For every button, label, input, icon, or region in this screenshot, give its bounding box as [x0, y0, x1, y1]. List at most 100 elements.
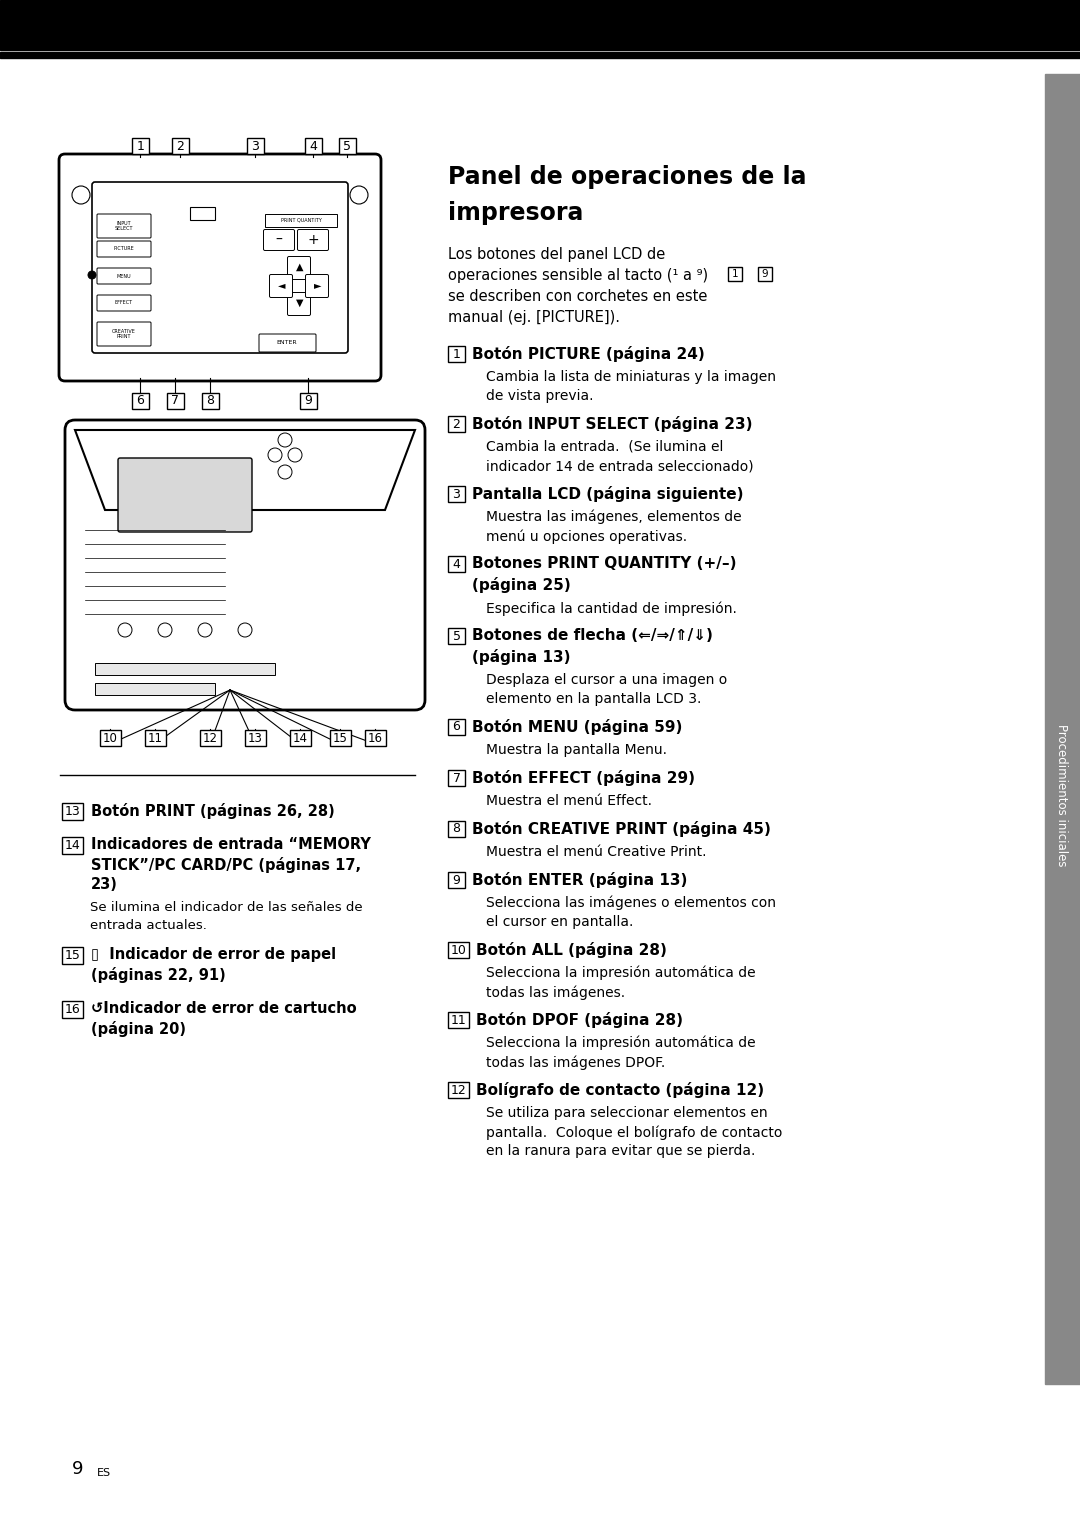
- Text: 2: 2: [453, 417, 460, 431]
- Text: 6: 6: [136, 394, 145, 408]
- Bar: [448, 821, 465, 836]
- Text: todas las imágenes DPOF.: todas las imágenes DPOF.: [486, 1055, 665, 1069]
- Bar: [247, 138, 264, 154]
- Text: +: +: [307, 232, 319, 248]
- Circle shape: [238, 622, 252, 638]
- Bar: [202, 393, 219, 408]
- Text: pantalla.  Coloque el bolígrafo de contacto: pantalla. Coloque el bolígrafo de contac…: [486, 1125, 782, 1139]
- Bar: [172, 138, 189, 154]
- Text: Botones de flecha (⇐/⇒/⇑/⇓): Botones de flecha (⇐/⇒/⇑/⇓): [472, 628, 713, 644]
- Bar: [100, 729, 121, 746]
- Bar: [291, 729, 311, 746]
- Text: 9: 9: [305, 394, 312, 408]
- Text: 6: 6: [453, 720, 460, 734]
- Text: INPUT
SELECT: INPUT SELECT: [114, 220, 133, 231]
- Text: 11: 11: [148, 731, 163, 745]
- Bar: [62, 946, 83, 963]
- Text: 9: 9: [72, 1460, 84, 1479]
- Text: (página 25): (página 25): [472, 576, 570, 593]
- Text: 11: 11: [450, 1014, 467, 1026]
- Text: Muestra el menú Creative Print.: Muestra el menú Creative Print.: [486, 846, 706, 859]
- Circle shape: [268, 448, 282, 462]
- Circle shape: [278, 465, 292, 479]
- Bar: [132, 138, 149, 154]
- Text: 16: 16: [368, 731, 383, 745]
- Text: 8: 8: [206, 394, 215, 408]
- Text: 10: 10: [103, 731, 118, 745]
- Bar: [305, 138, 322, 154]
- Text: 4: 4: [453, 558, 460, 570]
- FancyBboxPatch shape: [264, 229, 295, 251]
- Text: 9: 9: [453, 873, 460, 887]
- Bar: [448, 1012, 469, 1027]
- Text: Procedimientos iniciales: Procedimientos iniciales: [1055, 723, 1068, 867]
- Text: se describen con corchetes en este: se describen con corchetes en este: [448, 289, 707, 304]
- Circle shape: [288, 448, 302, 462]
- FancyBboxPatch shape: [287, 292, 311, 315]
- Bar: [448, 872, 465, 888]
- Bar: [339, 138, 356, 154]
- Bar: [0, 0, 1080, 50]
- Text: 1: 1: [453, 347, 460, 361]
- Text: operaciones sensible al tacto (¹ a ⁹): operaciones sensible al tacto (¹ a ⁹): [448, 268, 708, 283]
- Text: Muestra la pantalla Menu.: Muestra la pantalla Menu.: [486, 743, 667, 757]
- FancyBboxPatch shape: [65, 420, 426, 709]
- Text: Botón PRINT (páginas 26, 28): Botón PRINT (páginas 26, 28): [91, 803, 335, 820]
- Text: Indicadores de entrada “MEMORY: Indicadores de entrada “MEMORY: [91, 836, 370, 852]
- Text: Botón ENTER (página 13): Botón ENTER (página 13): [472, 872, 687, 888]
- Text: (página 20): (página 20): [91, 1021, 186, 1037]
- Text: Los botones del panel LCD de: Los botones del panel LCD de: [448, 248, 665, 261]
- Text: ↺Indicador de error de cartucho: ↺Indicador de error de cartucho: [91, 1001, 356, 1015]
- Text: Especifica la cantidad de impresión.: Especifica la cantidad de impresión.: [486, 601, 737, 616]
- Bar: [330, 729, 351, 746]
- Circle shape: [158, 622, 172, 638]
- Text: Botón INPUT SELECT (página 23): Botón INPUT SELECT (página 23): [472, 416, 753, 433]
- Text: 7: 7: [453, 772, 460, 784]
- FancyBboxPatch shape: [259, 333, 316, 352]
- Text: menú u opciones operativas.: menú u opciones operativas.: [486, 529, 687, 543]
- Circle shape: [72, 187, 90, 203]
- Circle shape: [118, 622, 132, 638]
- Text: 9: 9: [761, 269, 768, 278]
- Text: Botón EFFECT (página 29): Botón EFFECT (página 29): [472, 771, 696, 786]
- Bar: [265, 214, 337, 226]
- Text: 13: 13: [65, 804, 80, 818]
- Text: (páginas 22, 91): (páginas 22, 91): [91, 966, 226, 983]
- Text: 15: 15: [333, 731, 348, 745]
- Bar: [95, 683, 215, 696]
- Text: 5: 5: [453, 630, 460, 642]
- FancyBboxPatch shape: [287, 257, 311, 280]
- Text: 3: 3: [453, 488, 460, 500]
- Text: 14: 14: [65, 839, 80, 852]
- Text: –: –: [275, 232, 283, 248]
- Circle shape: [278, 433, 292, 446]
- Text: Botón PICTURE (página 24): Botón PICTURE (página 24): [472, 346, 705, 362]
- Text: indicador 14 de entrada seleccionado): indicador 14 de entrada seleccionado): [486, 459, 754, 472]
- Text: Cambia la entrada.  (Se ilumina el: Cambia la entrada. (Se ilumina el: [486, 440, 724, 454]
- Circle shape: [350, 187, 368, 203]
- Text: 3: 3: [252, 139, 259, 153]
- Bar: [758, 268, 772, 281]
- FancyBboxPatch shape: [97, 323, 151, 346]
- Text: 16: 16: [65, 1003, 80, 1015]
- Text: Panel de operaciones de la: Panel de operaciones de la: [448, 165, 807, 190]
- FancyBboxPatch shape: [97, 268, 151, 284]
- Bar: [448, 486, 465, 502]
- Text: STICK”/PC CARD/PC (páginas 17,: STICK”/PC CARD/PC (páginas 17,: [91, 856, 361, 873]
- FancyBboxPatch shape: [97, 295, 151, 310]
- Bar: [62, 836, 83, 855]
- FancyBboxPatch shape: [306, 275, 328, 298]
- Text: ◄: ◄: [279, 280, 286, 291]
- Text: Botón DPOF (página 28): Botón DPOF (página 28): [476, 1012, 683, 1027]
- Text: ES: ES: [97, 1468, 111, 1479]
- Text: el cursor en pantalla.: el cursor en pantalla.: [486, 914, 633, 930]
- Bar: [448, 1083, 469, 1098]
- FancyBboxPatch shape: [97, 242, 151, 257]
- Text: Botones PRINT QUANTITY (+/–): Botones PRINT QUANTITY (+/–): [472, 557, 737, 570]
- Bar: [132, 393, 149, 408]
- Text: Botón MENU (página 59): Botón MENU (página 59): [472, 719, 683, 735]
- Text: Se utiliza para seleccionar elementos en: Se utiliza para seleccionar elementos en: [486, 1105, 768, 1121]
- Text: 15: 15: [65, 950, 80, 962]
- Text: impresora: impresora: [448, 200, 583, 225]
- Text: todas las imágenes.: todas las imágenes.: [486, 985, 625, 1000]
